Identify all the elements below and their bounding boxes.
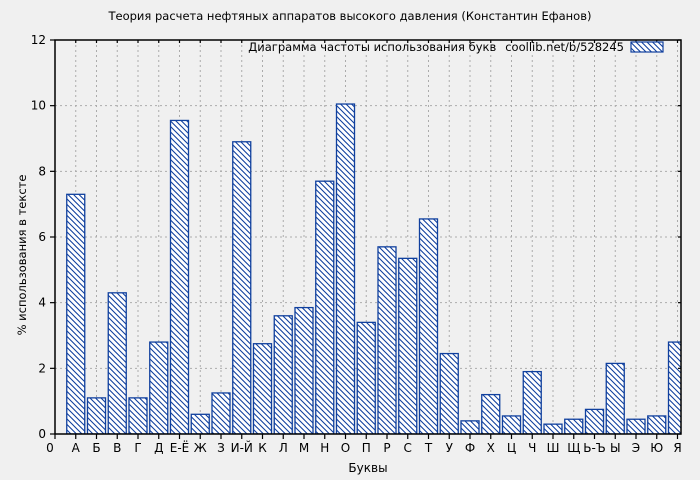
x-tick-label-Х: Х — [487, 441, 495, 455]
bar-Ш — [543, 423, 563, 434]
x-tick-label-Ю: Ю — [650, 441, 663, 455]
bar-Щ — [564, 418, 584, 434]
x-tick-label-Я: Я — [673, 441, 681, 455]
bar-Т — [418, 218, 439, 434]
x-tick-label-Ы: Ы — [610, 441, 621, 455]
bar-Ф — [460, 420, 480, 434]
x-origin-label: 0 — [46, 441, 54, 455]
bar-Н — [315, 180, 335, 434]
x-tick-label-Ж: Ж — [194, 441, 207, 455]
x-tick-label-Р: Р — [383, 441, 390, 455]
x-tick-label-Ц: Ц — [507, 441, 516, 455]
bar-С — [398, 257, 418, 434]
bar-Ч — [522, 370, 542, 434]
bar-И-Й — [232, 141, 252, 434]
bar-Е-Ё — [169, 119, 190, 434]
legend-label: Диаграмма частоты использования букв cool… — [248, 40, 624, 54]
x-tick-label-Б: Б — [92, 441, 100, 455]
bar-Ь-Ъ — [584, 408, 605, 434]
x-tick-label-К: К — [258, 441, 267, 455]
x-tick-label-Д: Д — [154, 441, 163, 455]
x-tick-label-Г: Г — [134, 441, 141, 455]
legend-swatch — [630, 41, 664, 53]
x-tick-label-Ч: Ч — [528, 441, 536, 455]
x-tick-label-Ш: Ш — [547, 441, 560, 455]
y-tick-labels: 0 2 4 6 8 10 12 — [31, 33, 46, 441]
x-tick-label-И-Й: И-Й — [231, 440, 253, 455]
x-tick-label-М: М — [299, 441, 309, 455]
bar-А — [66, 193, 86, 434]
y-tick-label-10: 10 — [31, 99, 46, 113]
bars — [66, 103, 681, 434]
bar-О — [335, 103, 356, 434]
y-tick-label-6: 6 — [38, 230, 46, 244]
x-tick-label-Т: Т — [424, 441, 433, 455]
x-tick-label-З: З — [217, 441, 225, 455]
bar-Ы — [605, 362, 625, 434]
y-tick-label-2: 2 — [38, 361, 46, 375]
y-tick-label-8: 8 — [38, 164, 46, 178]
bar-Ю — [647, 415, 667, 434]
bar-Ц — [501, 415, 522, 434]
bar-У — [439, 352, 459, 434]
bar-Я — [667, 341, 681, 434]
chart-title: Теория расчета нефтяных аппаратов высоко… — [108, 9, 592, 23]
x-tick-label-Л: Л — [279, 441, 288, 455]
x-tick-label-П: П — [362, 441, 371, 455]
x-tick-label-В: В — [113, 441, 121, 455]
bar-Ж — [190, 413, 210, 434]
x-tick-label-Н: Н — [320, 441, 329, 455]
bar-М — [294, 306, 314, 434]
y-tick-label-0: 0 — [38, 427, 46, 441]
x-tick-label-Е-Ё: Е-Ё — [170, 440, 190, 455]
bar-Б — [86, 397, 107, 434]
x-tick-label-Ф: Ф — [465, 441, 475, 455]
bar-Г — [128, 397, 148, 434]
x-tick-label-С: С — [404, 441, 412, 455]
x-tick-label-О: О — [341, 441, 350, 455]
legend-background — [266, 41, 670, 54]
x-tick-label-А: А — [72, 441, 81, 455]
x-tick-label-Э: Э — [632, 441, 640, 455]
x-tick-labels: 0 А Б В Г Д Е-Ё Ж З И-Й К Л М Н О П Р С Т У Ф Х Ц Ч Ш Щ Ь-Ъ Ы Э Ю Я — [46, 440, 681, 455]
x-tick-label-Ь-Ъ: Ь-Ъ — [583, 441, 606, 455]
bar-Э — [626, 418, 646, 434]
bar-П — [356, 321, 376, 434]
bar-Х — [481, 393, 501, 434]
axis-ticks — [50, 39, 681, 439]
bar-З — [211, 392, 231, 434]
x-tick-label-Щ: Щ — [567, 441, 580, 455]
x-axis-label: Буквы — [348, 461, 388, 475]
bar-Р — [377, 246, 397, 434]
y-tick-label-4: 4 — [38, 296, 46, 310]
legend-url: coollib.net/b/528245 — [505, 40, 624, 54]
bar-В — [107, 292, 127, 434]
y-tick-label-12: 12 — [31, 33, 46, 47]
bar-Л — [273, 315, 293, 434]
bar-Д — [149, 341, 169, 434]
bar-К — [252, 343, 273, 434]
x-tick-label-У: У — [446, 441, 454, 455]
